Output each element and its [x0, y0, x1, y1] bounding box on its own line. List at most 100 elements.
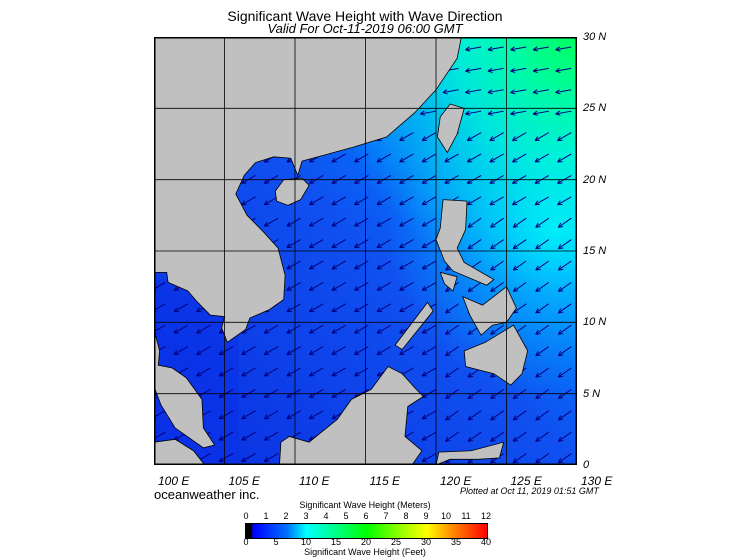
wave-arrow [532, 46, 549, 52]
wave-arrow [241, 431, 256, 441]
land-luzon [435, 199, 495, 286]
longitude-label: 130 E [581, 474, 613, 488]
wave-arrow [535, 453, 550, 464]
longitude-label: 115 E [369, 474, 400, 488]
wave-arrow [399, 153, 414, 163]
wave-arrow [376, 260, 392, 270]
wave-arrow [465, 46, 482, 52]
wave-arrow [532, 110, 549, 116]
wave-arrow [510, 89, 527, 95]
feet-tick: 0 [243, 537, 249, 547]
wave-arrow [263, 346, 279, 356]
wave-arrow [218, 410, 234, 420]
land-palawan [394, 301, 434, 350]
wave-arrow [512, 239, 527, 250]
wave-arrow [263, 324, 279, 334]
wave-arrow [421, 217, 437, 227]
colorbar-title-feet: Significant Wave Height (Feet) [304, 547, 426, 557]
wave-arrow [489, 132, 504, 142]
feet-tick: 25 [390, 537, 402, 547]
wave-arrow [421, 324, 437, 334]
wave-arrow [467, 281, 482, 293]
wave-arrow [263, 410, 279, 420]
wave-arrow [331, 367, 347, 377]
wave-arrow [535, 346, 550, 357]
wave-arrow [421, 239, 437, 249]
wave-arrow [535, 410, 550, 421]
feet-tick: 15 [330, 537, 342, 547]
meter-tick: 0 [243, 511, 249, 521]
latitude-label: 5 N [583, 387, 601, 400]
longitude-label: 100 E [158, 474, 190, 488]
wave-arrow [557, 453, 572, 464]
wave-arrow [490, 217, 504, 228]
chart-title: Significant Wave Height with Wave Direct… [227, 8, 503, 24]
wave-arrow [535, 303, 550, 314]
wave-arrow [557, 367, 572, 378]
wave-arrow [218, 453, 234, 463]
wave-arrow [399, 217, 414, 227]
meter-tick: 3 [303, 511, 309, 521]
wave-arrow [487, 67, 504, 74]
wave-arrow [196, 324, 211, 334]
wave-arrow [354, 153, 369, 163]
wave-arrow [331, 324, 347, 334]
wave-arrow [354, 346, 369, 356]
wave-arrow [331, 217, 347, 227]
wave-arrow [467, 410, 482, 421]
wave-arrow [376, 346, 392, 356]
wave-arrow [512, 453, 527, 464]
wave-arrow [399, 346, 414, 356]
wave-arrow [532, 67, 549, 74]
wave-arrow [263, 217, 279, 227]
wave-arrow [512, 410, 527, 421]
latitude-label: 15 N [583, 245, 607, 257]
wave-arrow [535, 431, 550, 442]
wave-arrow [399, 132, 414, 142]
wave-arrow [218, 367, 234, 377]
wave-arrow [532, 89, 549, 95]
wave-arrow [154, 431, 166, 441]
wave-arrow [354, 260, 369, 270]
wave-arrow [154, 324, 166, 334]
wave-arrow [354, 217, 369, 227]
wave-arrow [535, 281, 550, 293]
wave-arrow [196, 367, 211, 377]
wave-arrow [421, 346, 437, 356]
wave-arrow [263, 453, 279, 463]
wave-arrow [535, 367, 550, 378]
wave-arrow [286, 410, 301, 420]
wave-arrow [490, 410, 504, 421]
wave-arrow [263, 196, 279, 206]
wave-arrow [331, 303, 347, 313]
wave-arrow [487, 89, 504, 95]
wave-arrow [376, 217, 392, 227]
wave-arrow [241, 367, 256, 377]
wave-arrow [154, 303, 166, 313]
wave-arrow [308, 217, 324, 227]
wave-arrow [376, 324, 392, 334]
wave-arrow [467, 217, 482, 228]
wave-arrow [354, 281, 369, 291]
wave-arrow [467, 431, 482, 442]
wave-arrow [442, 89, 459, 95]
wave-arrow [308, 260, 324, 270]
wave-arrow [467, 239, 482, 250]
wave-arrow [218, 346, 234, 356]
wave-arrow [557, 281, 572, 293]
wave-arrow [421, 367, 437, 377]
wave-arrow [466, 153, 482, 163]
wave-arrow [286, 324, 301, 334]
wave-arrow [286, 217, 301, 227]
wave-arrow [465, 110, 482, 116]
latitude-label: 20 N [583, 173, 607, 186]
feet-tick: 35 [450, 537, 462, 547]
meter-tick: 10 [440, 511, 452, 521]
wave-arrow [555, 67, 572, 74]
wave-arrow [465, 89, 482, 95]
wave-arrow [354, 196, 369, 206]
wave-arrow [308, 281, 324, 291]
wave-arrow [308, 367, 324, 377]
land-sumatra [154, 438, 206, 465]
wave-arrow [354, 239, 369, 249]
